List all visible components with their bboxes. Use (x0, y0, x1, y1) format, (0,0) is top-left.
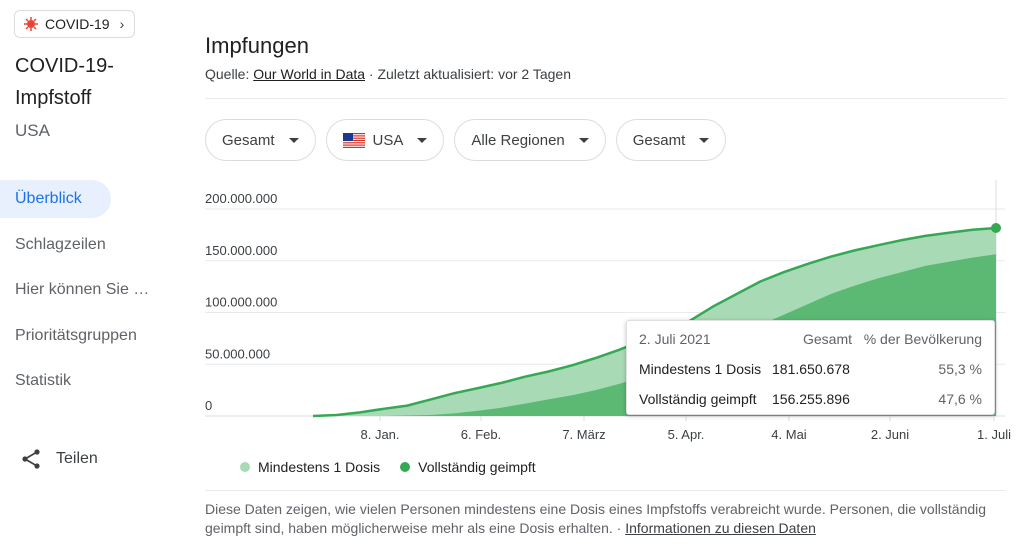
y-tick-label: 150.000.000 (205, 243, 277, 258)
dropdown-arrow-icon (578, 137, 589, 143)
filter-measure[interactable]: Gesamt (205, 119, 316, 161)
y-tick-label: 0 (205, 398, 212, 413)
chart-legend: Mindestens 1 Dosis Vollständig geimpft (240, 459, 536, 475)
x-tick-label: 1. Juli (977, 427, 1011, 442)
legend-label: Mindestens 1 Dosis (258, 459, 381, 475)
filter-metric-label: Gesamt (632, 131, 686, 149)
sidebar-item-priority-groups[interactable]: Prioritätsgruppen (15, 326, 137, 344)
header-divider (205, 98, 1005, 99)
tooltip-date: 2. Juli 2021 (639, 331, 711, 347)
share-icon (22, 449, 40, 469)
sidebar-subtitle: USA (15, 121, 50, 140)
data-point-latest (991, 222, 1001, 233)
x-tick-label: 4. Mai (771, 427, 807, 442)
source-line: Quelle: Our World in Data · Zuletzt aktu… (205, 66, 571, 82)
sidebar-item-headlines[interactable]: Schlagzeilen (15, 235, 106, 253)
filter-region[interactable]: Alle Regionen (454, 119, 606, 161)
chip-label: COVID-19 (45, 16, 110, 32)
chart-tooltip: 2. Juli 2021 Gesamt % der Bevölkerung Mi… (626, 320, 995, 415)
sidebar-nav: Überblick Schlagzeilen Hier können Sie …… (0, 180, 180, 408)
legend-item-fully[interactable]: Vollständig geimpft (400, 459, 536, 475)
filter-measure-label: Gesamt (222, 131, 275, 149)
page-title: Impfungen (205, 33, 309, 58)
covid-chip[interactable]: COVID-19 › (14, 10, 136, 38)
y-tick-label: 50.000.000 (205, 346, 270, 361)
tooltip-row-pct: 47,6 % (938, 391, 982, 407)
x-tick-label: 8. Jan. (360, 427, 399, 442)
tooltip-row-pct: 55,3 % (938, 361, 982, 377)
filter-country-label: USA (372, 131, 404, 149)
x-tick-label: 6. Feb. (461, 427, 501, 442)
share-label: Teilen (56, 450, 98, 467)
dropdown-arrow-icon (417, 137, 428, 143)
source-prefix: Quelle: (205, 66, 254, 82)
tooltip-row: Mindestens 1 Dosis 181.650.678 55,3 % (639, 361, 982, 377)
chevron-right-icon: › (119, 16, 125, 32)
sidebar-item-statistics[interactable]: Statistik (15, 372, 72, 389)
tooltip-row-label: Vollständig geimpft (639, 391, 757, 407)
y-tick-label: 200.000.000 (205, 191, 277, 206)
tooltip-row-value: 156.255.896 (772, 391, 850, 407)
legend-swatch (400, 462, 411, 472)
filter-region-label: Alle Regionen (471, 131, 565, 149)
x-tick-label: 5. Apr. (668, 427, 705, 442)
virus-icon (24, 17, 38, 31)
x-tick-label: 7. März (562, 427, 605, 442)
legend-label: Vollständig geimpft (418, 459, 536, 475)
filter-bar: Gesamt USA Alle Regionen Gesamt (205, 119, 727, 161)
filter-metric[interactable]: Gesamt (615, 119, 727, 161)
tooltip-row: Vollständig geimpft 156.255.896 47,6 % (639, 391, 982, 407)
sidebar-title: COVID-19-Impfstoff (15, 55, 114, 109)
data-note: Diese Daten zeigen, wie vielen Personen … (205, 500, 995, 538)
tooltip-row-label: Mindestens 1 Dosis (639, 361, 762, 377)
tooltip-col-total: Gesamt (802, 331, 852, 347)
footer-divider (205, 490, 1005, 491)
sidebar-item-where[interactable]: Hier können Sie … (15, 281, 150, 298)
filter-country[interactable]: USA (325, 119, 445, 161)
us-flag-icon (342, 132, 365, 148)
x-tick-label: 2. Juni (871, 427, 909, 442)
legend-swatch (240, 462, 250, 472)
dropdown-arrow-icon (288, 137, 299, 143)
note-link[interactable]: Informationen zu diesen Daten (625, 520, 816, 536)
source-link[interactable]: Our World in Data (253, 66, 366, 82)
source-suffix: · Zuletzt aktualisiert: vor 2 Tagen (365, 66, 571, 82)
note-text: Diese Daten zeigen, wie vielen Personen … (205, 501, 987, 536)
tooltip-col-pct: % der Bevölkerung (863, 331, 982, 347)
share-button[interactable]: Teilen (20, 448, 98, 470)
legend-item-one-dose[interactable]: Mindestens 1 Dosis (240, 459, 380, 475)
dropdown-arrow-icon (699, 137, 710, 143)
sidebar-item-overview[interactable]: Überblick (0, 180, 111, 218)
tooltip-row-value: 181.650.678 (772, 361, 850, 377)
y-tick-label: 100.000.000 (205, 295, 277, 310)
